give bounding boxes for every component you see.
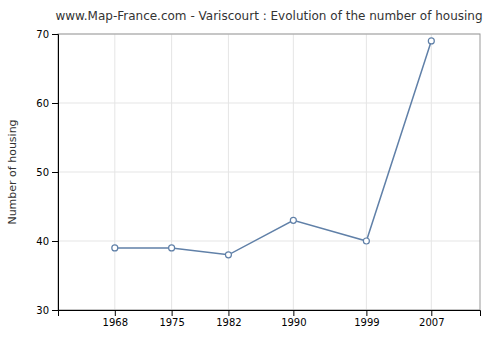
x-tick-mark (431, 310, 432, 316)
x-tick-mark (228, 310, 229, 316)
y-tick-mark (52, 310, 58, 311)
plot-frame (58, 34, 480, 310)
x-axis-line (59, 311, 481, 317)
chart: 1968 1975 1982 1990 1999 2007 30 40 50 60 70 www.Ma… (0, 0, 500, 340)
title: www.Map-France.com - Variscourt : Evolut… (55, 9, 482, 23)
x-tick-mark (172, 310, 173, 316)
grid-line (366, 34, 367, 310)
y-tick: 50 (36, 167, 58, 178)
grid-line (58, 172, 480, 173)
x-tick: 1975 (159, 310, 184, 328)
line (115, 41, 432, 255)
grid-line (58, 241, 480, 242)
x-tick-label: 1975 (159, 317, 184, 328)
y-tick: 60 (36, 98, 58, 109)
y-tick-mark (52, 103, 58, 104)
y-tick-mark (52, 241, 58, 242)
x-tick-label: 1982 (216, 317, 241, 328)
x-tick: 1999 (354, 310, 379, 328)
point (363, 238, 369, 244)
x-tick-label: 1999 (354, 317, 379, 328)
grid-line (171, 34, 172, 310)
y-axis-line (52, 35, 59, 311)
grid (58, 34, 480, 310)
y-tick: 70 (36, 29, 58, 40)
y-axis-title: Number of housing (6, 119, 19, 224)
grid-line (228, 34, 229, 310)
x-tick-label: 2007 (419, 317, 444, 328)
y-tick-label: 30 (36, 305, 49, 316)
x-tick: 1990 (281, 310, 306, 328)
point (169, 245, 175, 251)
x-axis: 1968 1975 1982 1990 1999 2007 (59, 310, 481, 328)
point (112, 245, 118, 251)
x-tick-mark (293, 310, 294, 316)
x-tick-mark (366, 310, 367, 316)
y-tick-label: 60 (36, 98, 49, 109)
y-tick: 30 (36, 305, 58, 316)
x-tick-mark (115, 310, 116, 316)
point (225, 252, 231, 258)
x-tick: 2007 (419, 310, 444, 328)
grid-line (431, 34, 432, 310)
plot-area: 1968 1975 1982 1990 1999 2007 30 40 50 60 70 (36, 29, 480, 328)
x-tick-label: 1968 (103, 317, 128, 328)
point (428, 38, 434, 44)
point (290, 217, 296, 223)
y-tick-label: 70 (36, 29, 49, 40)
y-tick-mark (52, 34, 58, 35)
y-tick-label: 50 (36, 167, 49, 178)
grid-line (293, 34, 294, 310)
grid-line (58, 103, 480, 104)
series (112, 38, 435, 258)
grid-line (114, 34, 115, 310)
x-tick: 1968 (103, 310, 128, 328)
x-tick-label: 1990 (281, 317, 306, 328)
y-tick-mark (52, 172, 58, 173)
y-tick: 40 (36, 236, 58, 247)
x-tick: 1982 (216, 310, 241, 328)
y-tick-label: 40 (36, 236, 49, 247)
y-axis: 30 40 50 60 70 (36, 29, 58, 316)
